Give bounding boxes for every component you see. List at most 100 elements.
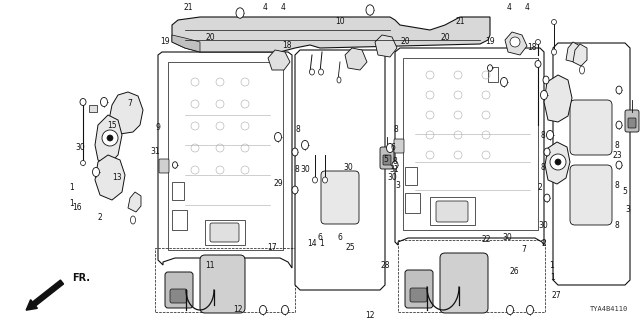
Text: 5: 5	[623, 188, 627, 196]
Polygon shape	[345, 48, 367, 70]
Text: 5: 5	[383, 156, 388, 164]
Text: 12: 12	[365, 310, 375, 319]
Text: 8: 8	[294, 165, 300, 174]
Text: 14: 14	[307, 239, 317, 249]
Text: 1: 1	[550, 274, 556, 283]
FancyBboxPatch shape	[570, 100, 612, 155]
Ellipse shape	[310, 69, 314, 75]
FancyBboxPatch shape	[200, 255, 245, 313]
Ellipse shape	[543, 76, 549, 84]
Ellipse shape	[552, 49, 557, 55]
Ellipse shape	[579, 66, 584, 74]
Text: 18: 18	[527, 44, 537, 52]
Polygon shape	[566, 42, 580, 62]
Text: 3: 3	[396, 180, 401, 189]
Text: 6: 6	[390, 143, 396, 153]
Bar	[488, 67, 498, 82]
Polygon shape	[158, 52, 292, 268]
Polygon shape	[172, 17, 490, 52]
FancyBboxPatch shape	[436, 201, 468, 222]
Polygon shape	[573, 44, 587, 66]
Text: 1: 1	[550, 260, 554, 269]
Ellipse shape	[541, 91, 547, 100]
Bar	[89, 105, 97, 112]
Text: 26: 26	[509, 268, 519, 276]
Text: 16: 16	[72, 203, 82, 212]
Ellipse shape	[506, 306, 513, 315]
Text: 30: 30	[387, 173, 397, 182]
Ellipse shape	[337, 77, 341, 83]
FancyBboxPatch shape	[170, 289, 187, 303]
Ellipse shape	[236, 8, 244, 18]
Ellipse shape	[387, 143, 394, 153]
Text: 1: 1	[70, 183, 74, 193]
FancyBboxPatch shape	[440, 253, 488, 313]
FancyBboxPatch shape	[394, 139, 404, 153]
Text: 30: 30	[300, 165, 310, 174]
Text: 8: 8	[614, 220, 620, 229]
Ellipse shape	[527, 306, 534, 315]
Ellipse shape	[100, 98, 108, 107]
Text: 30: 30	[502, 234, 512, 243]
Text: 2: 2	[538, 183, 542, 193]
FancyBboxPatch shape	[165, 272, 193, 308]
FancyBboxPatch shape	[380, 147, 394, 169]
Bar	[172, 210, 187, 230]
Ellipse shape	[500, 77, 508, 86]
Polygon shape	[395, 48, 544, 245]
Text: 8: 8	[541, 164, 545, 172]
Text: 4: 4	[525, 4, 529, 12]
FancyBboxPatch shape	[210, 223, 239, 242]
Text: 20: 20	[205, 33, 215, 42]
Text: 12: 12	[233, 305, 243, 314]
Bar	[205, 220, 245, 245]
Text: 7: 7	[522, 245, 527, 254]
Text: 6: 6	[317, 234, 323, 243]
Text: 2: 2	[98, 213, 102, 222]
Ellipse shape	[547, 131, 554, 140]
Polygon shape	[168, 62, 283, 250]
Text: 7: 7	[127, 99, 132, 108]
Ellipse shape	[93, 167, 99, 177]
Polygon shape	[95, 155, 125, 200]
Text: 20: 20	[400, 37, 410, 46]
FancyBboxPatch shape	[405, 270, 433, 308]
Ellipse shape	[616, 86, 622, 94]
Ellipse shape	[544, 148, 550, 156]
Ellipse shape	[555, 159, 561, 165]
Ellipse shape	[312, 177, 317, 183]
Polygon shape	[295, 50, 385, 290]
Polygon shape	[128, 192, 141, 212]
Polygon shape	[403, 58, 538, 230]
Text: 2: 2	[541, 238, 547, 247]
Polygon shape	[95, 115, 122, 165]
Ellipse shape	[392, 161, 398, 169]
Ellipse shape	[552, 20, 557, 25]
Text: 21: 21	[455, 18, 465, 27]
Ellipse shape	[259, 306, 266, 315]
Polygon shape	[544, 75, 572, 122]
Ellipse shape	[173, 162, 177, 168]
Ellipse shape	[616, 161, 622, 169]
Text: 30: 30	[538, 220, 548, 229]
Bar	[405, 167, 417, 185]
Text: 20: 20	[440, 33, 450, 42]
Ellipse shape	[80, 99, 86, 106]
Text: 8: 8	[392, 157, 397, 166]
Text: 25: 25	[345, 244, 355, 252]
Text: 17: 17	[267, 244, 277, 252]
Text: 15: 15	[107, 122, 117, 131]
FancyBboxPatch shape	[410, 288, 427, 302]
Text: 19: 19	[485, 37, 495, 46]
Text: 13: 13	[112, 173, 122, 182]
Ellipse shape	[319, 69, 323, 75]
Ellipse shape	[544, 194, 550, 202]
Ellipse shape	[366, 5, 374, 15]
Polygon shape	[505, 32, 527, 55]
Ellipse shape	[275, 132, 282, 141]
Text: 8: 8	[614, 140, 620, 149]
Ellipse shape	[107, 135, 113, 141]
Text: 3: 3	[625, 205, 630, 214]
Ellipse shape	[131, 216, 136, 224]
Ellipse shape	[102, 130, 118, 146]
